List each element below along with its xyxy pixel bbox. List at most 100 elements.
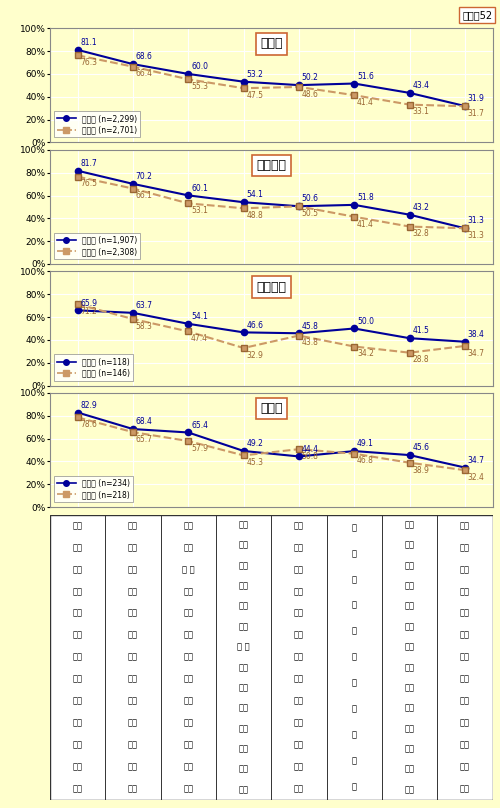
Text: 因: 因 [460, 785, 470, 793]
Text: が: が [352, 730, 356, 739]
Text: 33.1: 33.1 [412, 107, 429, 116]
Text: 55.3: 55.3 [191, 82, 208, 91]
Text: 28.8: 28.8 [412, 356, 429, 364]
Text: を: を [294, 741, 304, 750]
Text: 犯防: 犯防 [238, 602, 248, 611]
Text: 32.4: 32.4 [468, 473, 484, 482]
Text: 32.8: 32.8 [412, 229, 429, 238]
Text: 罪: 罪 [294, 543, 304, 552]
FancyBboxPatch shape [50, 515, 492, 800]
Text: 53.1: 53.1 [191, 206, 208, 215]
Text: 41.4: 41.4 [357, 98, 374, 107]
Text: に犯: に犯 [72, 521, 83, 530]
Text: 53.2: 53.2 [246, 70, 263, 79]
Text: 害: 害 [352, 549, 356, 558]
Text: 71.2: 71.2 [80, 307, 97, 316]
Text: の: の [294, 587, 304, 595]
Text: 65.7: 65.7 [136, 435, 152, 444]
Text: 援: 援 [352, 627, 356, 636]
Text: 38.9: 38.9 [412, 465, 429, 474]
Text: 81.1: 81.1 [80, 38, 97, 47]
Text: 意、: 意、 [72, 609, 83, 618]
Text: でや: でや [238, 744, 248, 754]
Text: が分: が分 [72, 718, 83, 727]
Text: は の: は の [238, 642, 250, 651]
Text: 悪で: 悪で [238, 561, 248, 570]
Text: た意: た意 [404, 602, 414, 611]
Text: 要行: 要行 [72, 763, 83, 772]
Text: 者: 者 [294, 565, 304, 574]
Text: 交通犯罪: 交通犯罪 [256, 280, 286, 293]
Text: 54.1: 54.1 [246, 191, 263, 200]
Text: 必の: 必の [72, 741, 83, 750]
Text: 82.9: 82.9 [80, 401, 97, 410]
Text: 60.1: 60.1 [191, 183, 208, 192]
Text: る: る [128, 718, 138, 727]
Text: 51.8: 51.8 [357, 193, 374, 202]
Text: るし: るし [184, 631, 194, 640]
Text: 70.2: 70.2 [136, 172, 152, 181]
Text: 46.6: 46.6 [246, 321, 264, 330]
Text: 的害: 的害 [404, 541, 414, 549]
Text: 者: 者 [460, 631, 470, 640]
Text: 50.0: 50.0 [357, 317, 374, 326]
Text: 凶刑: 凶刑 [128, 521, 138, 530]
Text: 減と: 減と [128, 631, 138, 640]
Text: ら: ら [294, 785, 304, 793]
Text: 60.0: 60.0 [191, 62, 208, 71]
Legend: ある計 (n=2,299), ない計 (n=2,701): ある計 (n=2,299), ない計 (n=2,701) [54, 111, 141, 137]
Text: 犯: 犯 [294, 696, 304, 705]
Text: 34.2: 34.2 [357, 349, 374, 358]
Text: 68.6: 68.6 [136, 53, 152, 61]
Text: 行: 行 [238, 765, 248, 774]
Text: 43.8: 43.8 [302, 339, 318, 347]
Text: 49.2: 49.2 [246, 440, 263, 448]
Text: 58.3: 58.3 [136, 322, 152, 330]
Text: まこ: まこ [184, 609, 194, 618]
Text: 50.8: 50.8 [302, 452, 318, 461]
Text: 育: 育 [294, 653, 304, 662]
Text: 38.4: 38.4 [468, 330, 484, 339]
Text: 44.4: 44.4 [302, 444, 318, 453]
Text: が: が [128, 785, 138, 793]
Text: 45.3: 45.3 [246, 458, 264, 467]
Text: と: と [128, 763, 138, 772]
Text: も: も [460, 675, 470, 684]
Text: 取罪: 取罪 [184, 543, 194, 552]
Text: 66.1: 66.1 [136, 191, 152, 200]
Text: 人: 人 [184, 718, 194, 727]
Text: いと: いと [404, 622, 414, 631]
Text: 者: 者 [352, 575, 356, 584]
Text: 減: 減 [294, 763, 304, 772]
Text: 81.7: 81.7 [80, 159, 97, 168]
Text: 分に: 分に [72, 565, 83, 574]
Legend: ある計 (n=234), ない計 (n=218): ある計 (n=234), ない計 (n=218) [54, 476, 133, 502]
Text: 罪: 罪 [294, 718, 304, 727]
Text: 65.4: 65.4 [191, 421, 208, 430]
Text: を: を [404, 765, 414, 774]
Text: 48.8: 48.8 [246, 211, 263, 220]
Text: きう: きう [184, 675, 194, 684]
Text: 63.7: 63.7 [136, 301, 152, 310]
Text: り を: り を [182, 565, 194, 574]
Text: 45.6: 45.6 [412, 444, 430, 452]
Text: 47.4: 47.4 [191, 335, 208, 343]
Text: が: が [294, 675, 304, 684]
Text: し: し [184, 785, 194, 793]
Text: 31.7: 31.7 [468, 109, 484, 118]
Text: 31.3: 31.3 [468, 217, 484, 225]
Text: あ: あ [352, 756, 356, 765]
Text: 32.9: 32.9 [246, 351, 263, 360]
Text: 78.6: 78.6 [80, 420, 98, 429]
Text: 54.1: 54.1 [191, 312, 208, 321]
Text: を: を [184, 741, 194, 750]
Text: 過: 過 [460, 696, 470, 705]
Text: 犯を: 犯を [128, 565, 138, 574]
Text: 思見: 思見 [404, 642, 414, 651]
Text: 41.4: 41.4 [357, 220, 374, 229]
Legend: ある計 (n=1,907), ない計 (n=2,308): ある計 (n=1,907), ない計 (n=2,308) [54, 233, 141, 259]
Text: に: に [352, 653, 356, 662]
Text: 罪も: 罪も [128, 587, 138, 595]
Text: に: に [460, 653, 470, 662]
Text: 48.6: 48.6 [302, 90, 318, 99]
